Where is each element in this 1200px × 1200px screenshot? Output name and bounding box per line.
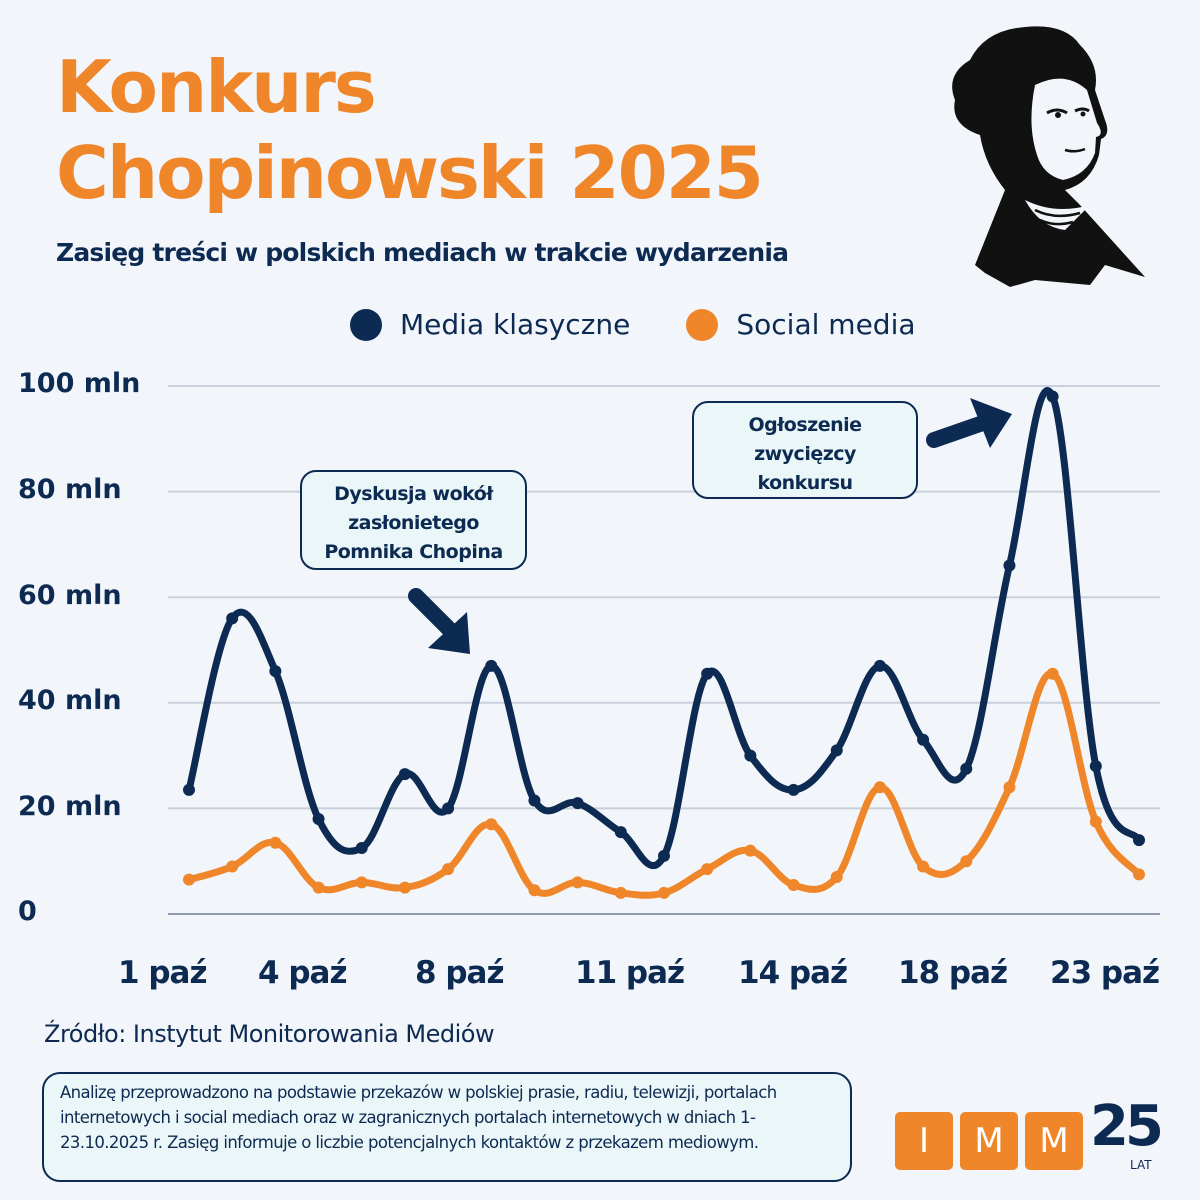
data-point [1089, 815, 1102, 828]
data-point [269, 836, 282, 849]
x-tick-label: 8 paź [415, 955, 505, 991]
data-point [528, 794, 541, 807]
data-point [614, 826, 627, 839]
data-point [312, 881, 325, 894]
data-point [917, 733, 930, 746]
annotation-line: Dyskusja wokół [334, 483, 493, 505]
data-point [1046, 390, 1059, 403]
data-point [355, 876, 368, 889]
legend-item-media-klasyczne: Media klasyczne [350, 308, 630, 341]
data-point [614, 886, 627, 899]
data-point [873, 659, 886, 672]
data-point [960, 762, 973, 775]
annotation-pomnik: Dyskusja wokół zasłonietego Pomnika Chop… [300, 470, 527, 570]
logo-anniversary: 25 LAT [1090, 1094, 1164, 1172]
data-point [960, 855, 973, 868]
data-point [485, 659, 498, 672]
data-point [744, 844, 757, 857]
data-point [442, 802, 455, 815]
arrow-up-right-icon [926, 398, 1012, 448]
data-point [1003, 781, 1016, 794]
legend-item-social-media: Social media [686, 308, 916, 341]
data-point [183, 783, 195, 796]
data-point [226, 612, 239, 625]
data-point [398, 881, 411, 894]
data-point [1133, 868, 1145, 881]
chart-subtitle: Zasięg treści w polskich mediach w trakc… [56, 238, 789, 267]
data-point [701, 863, 714, 876]
data-point [485, 818, 498, 831]
x-tick-label: 18 paź [898, 955, 1008, 991]
logo-number: 25 [1090, 1094, 1164, 1159]
title-line-1: Konkurs [56, 45, 377, 129]
data-point [355, 842, 368, 854]
data-point [571, 797, 584, 810]
data-point [744, 749, 757, 762]
annotation-winner: Ogłoszenie zwycięzcy konkursu [692, 401, 918, 499]
data-point [787, 878, 800, 891]
x-tick-label: 1 paź [118, 955, 208, 991]
data-point [1003, 559, 1016, 572]
x-tick-label: 23 paź [1050, 955, 1160, 991]
data-point [787, 783, 800, 796]
data-point [1133, 834, 1145, 847]
data-point [398, 768, 411, 781]
y-tick-label: 0 [18, 896, 37, 927]
x-tick-label: 11 paź [575, 955, 685, 991]
data-point [873, 781, 886, 794]
data-point [571, 876, 584, 889]
logo-suffix: LAT [1130, 1158, 1152, 1172]
x-tick-label: 14 paź [738, 955, 848, 991]
x-tick-label: 4 paź [258, 955, 348, 991]
annotation-line: zasłonietego [348, 512, 479, 534]
y-tick-label: 60 mln [18, 580, 122, 611]
arrow-down-right-icon [408, 588, 470, 654]
data-point [226, 860, 239, 873]
y-tick-label: 20 mln [18, 791, 122, 822]
title-line-2: Chopinowski 2025 [56, 131, 764, 215]
data-point [658, 849, 670, 862]
data-point [917, 860, 930, 873]
logo-letter: I [895, 1112, 953, 1170]
data-point [658, 886, 670, 899]
annotation-line: Ogłoszenie [748, 414, 862, 436]
annotation-line: Pomnika Chopina [324, 541, 503, 563]
annotation-line: konkursu [757, 472, 853, 494]
imm-logo: I M M 25 LAT [895, 1094, 1164, 1172]
data-point [1089, 760, 1102, 773]
navy-dot-icon [350, 308, 382, 341]
y-tick-label: 40 mln [18, 685, 122, 716]
y-tick-label: 100 mln [18, 368, 141, 399]
orange-dot-icon [686, 308, 719, 341]
data-point [701, 667, 714, 680]
legend-label: Media klasyczne [400, 308, 631, 341]
annotation-line: zwycięzcy [754, 443, 856, 465]
data-point [1046, 667, 1059, 680]
data-point [442, 863, 455, 876]
source-text: Źródło: Instytut Monitorowania Mediów [44, 1020, 495, 1048]
data-point [183, 873, 195, 886]
series-line [185, 387, 1143, 869]
chart-legend: Media klasyczne Social media [350, 308, 916, 341]
legend-label: Social media [736, 308, 916, 341]
y-tick-label: 80 mln [18, 474, 122, 505]
data-point [269, 665, 282, 678]
chopin-portrait-icon [952, 26, 1145, 288]
data-point [830, 744, 843, 757]
logo-letter: M [960, 1112, 1018, 1170]
methodology-note: Analizę przeprowadzono na podstawie prze… [42, 1072, 852, 1182]
data-point [830, 871, 843, 884]
data-point [528, 884, 541, 897]
chart-title: Konkurs Chopinowski 2025 [56, 44, 764, 216]
logo-letter: M [1025, 1112, 1083, 1170]
data-point [312, 812, 325, 825]
